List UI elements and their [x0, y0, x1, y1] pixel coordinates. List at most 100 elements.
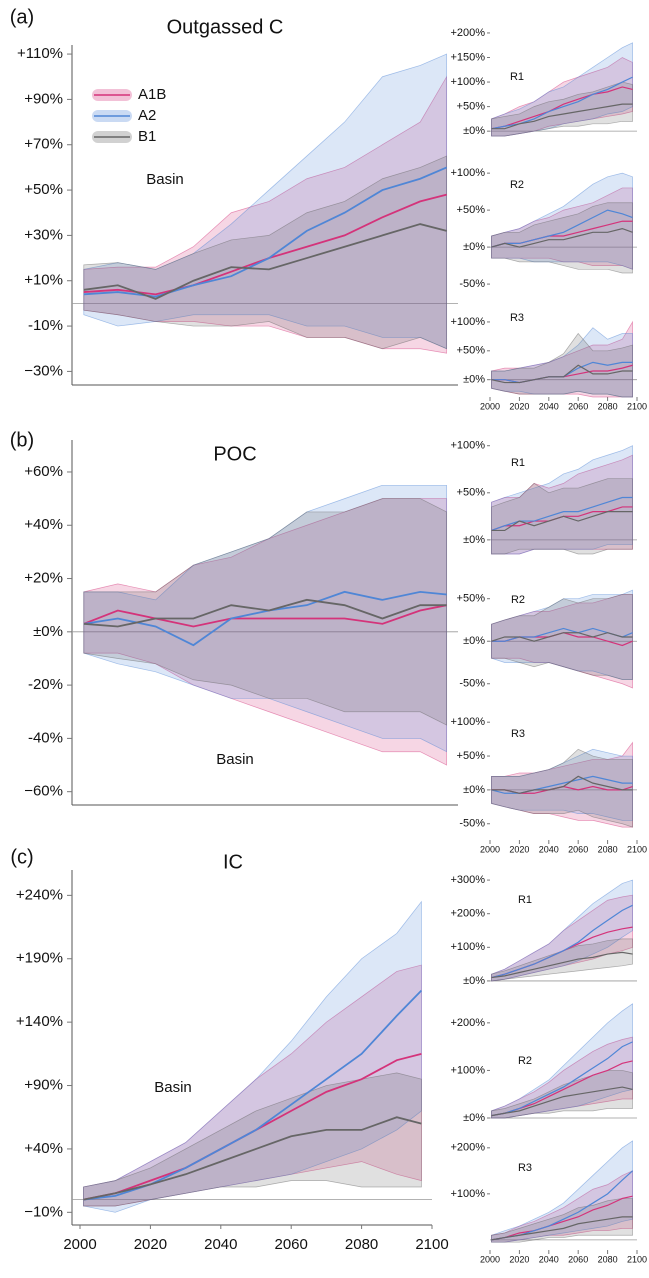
mean-line	[491, 76, 633, 130]
band	[491, 594, 633, 689]
region-label: R1	[518, 894, 532, 906]
y-tick-label: ±0%	[463, 241, 485, 253]
y-tick-label: ±0%	[463, 784, 485, 796]
y-tick-label: -50%	[459, 818, 485, 830]
mean-line	[491, 775, 633, 794]
x-tick-label: 2080	[345, 1236, 378, 1253]
x-tick-label: 2040	[539, 401, 559, 411]
x-tick-label: 2040	[204, 1236, 237, 1253]
mean-line	[491, 1041, 633, 1117]
y-tick-label: +100%	[450, 941, 485, 953]
x-tick-label: 2100	[415, 1236, 448, 1253]
x-tick-label: 2080	[598, 844, 618, 854]
y-tick-label: +50%	[457, 101, 486, 113]
legend-label: A2	[138, 107, 156, 124]
chart-title: IC	[223, 851, 243, 873]
mean-line	[491, 511, 633, 532]
y-tick-label: ±0%	[33, 623, 63, 640]
annotation: Basin	[154, 1079, 192, 1096]
y-tick-label: −10%	[24, 1203, 63, 1220]
mean-line	[83, 223, 447, 300]
x-tick-label: 2000	[480, 1254, 500, 1264]
y-tick-label: +50%	[457, 204, 486, 216]
region-label: R1	[511, 457, 525, 469]
band	[83, 155, 448, 350]
y-tick-label: +100%	[450, 167, 485, 179]
y-tick-label: +240%	[16, 886, 63, 903]
x-tick-label: 2060	[275, 1236, 308, 1253]
x-tick-label: 2080	[598, 401, 618, 411]
annotation: Basin	[216, 751, 254, 768]
band	[83, 1072, 422, 1207]
band	[491, 748, 633, 828]
y-tick-label: +110%	[17, 45, 63, 62]
x-tick-label: 2020	[509, 401, 529, 411]
y-tick-label: +50%	[457, 593, 486, 605]
y-tick-label: ±0%	[463, 975, 485, 987]
x-tick-label: 2020	[509, 1254, 529, 1264]
y-tick-label: +50%	[24, 181, 63, 198]
band	[491, 594, 633, 680]
region-label: R3	[510, 312, 524, 324]
y-tick-label: ±0%	[463, 374, 485, 386]
annotation: Basin	[146, 171, 184, 188]
y-tick-label: +50%	[457, 750, 486, 762]
mean-line	[491, 951, 633, 979]
mean-line	[491, 86, 633, 130]
y-tick-label: +60%	[24, 463, 63, 480]
mean-line	[491, 632, 633, 642]
y-tick-label: -40%	[28, 729, 63, 746]
y-tick-label: +90%	[24, 1077, 63, 1094]
y-tick-label: +200%	[450, 1017, 485, 1029]
x-tick-label: 2040	[539, 1254, 559, 1264]
band	[491, 879, 633, 982]
y-tick-label: +100%	[450, 440, 485, 452]
band	[491, 202, 633, 274]
y-tick-label: -50%	[459, 278, 485, 290]
y-tick-label: +50%	[457, 487, 486, 499]
chart-title: Outgassed C	[167, 16, 284, 38]
x-tick-label: 2000	[480, 401, 500, 411]
y-tick-label: +100%	[450, 316, 485, 328]
mean-line	[83, 604, 447, 628]
chart-title: POC	[213, 443, 256, 465]
y-tick-label: +30%	[24, 226, 63, 243]
y-tick-label: +20%	[24, 570, 63, 587]
band	[83, 498, 448, 766]
mean-line	[491, 103, 633, 130]
mean-line	[491, 904, 633, 979]
x-tick-label: 2000	[480, 844, 500, 854]
x-tick-label: 2100	[627, 1254, 647, 1264]
legend-label: A1B	[138, 86, 166, 103]
y-tick-label: ±0%	[463, 1112, 485, 1124]
y-tick-label: -10%	[28, 317, 63, 334]
x-tick-label: 2060	[568, 401, 588, 411]
x-tick-label: 2000	[63, 1236, 96, 1253]
y-tick-label: +100%	[450, 716, 485, 728]
y-tick-label: +140%	[16, 1013, 63, 1030]
legend-label: B1	[138, 128, 156, 145]
region-label: R2	[511, 594, 525, 606]
mean-line	[491, 1216, 633, 1241]
y-tick-label: -20%	[28, 676, 63, 693]
panel-label: (c)	[10, 846, 33, 868]
x-tick-label: 2100	[627, 401, 647, 411]
mean-line	[83, 1116, 422, 1201]
y-tick-label: +190%	[16, 950, 63, 967]
panel-label: (b)	[10, 429, 34, 451]
mean-line	[491, 775, 633, 794]
y-tick-label: +200%	[450, 908, 485, 920]
panel-label: (a)	[10, 6, 34, 28]
region-label: R2	[510, 179, 524, 191]
x-tick-label: 2040	[539, 844, 559, 854]
y-tick-label: −60%	[24, 783, 63, 800]
y-tick-label: ±0%	[463, 125, 485, 137]
region-label: R1	[510, 71, 524, 83]
y-tick-label: +100%	[450, 1064, 485, 1076]
x-tick-label: 2060	[568, 1254, 588, 1264]
mean-line	[491, 364, 633, 384]
mean-line	[491, 209, 633, 248]
x-tick-label: 2060	[568, 844, 588, 854]
